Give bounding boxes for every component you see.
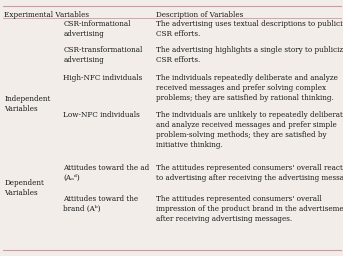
Text: The attitudes represented consumers' overall reaction
to advertising after recei: The attitudes represented consumers' ove… [156, 164, 343, 182]
Text: The advertising highlights a single story to publicize
CSR efforts.: The advertising highlights a single stor… [156, 46, 343, 64]
Text: Experimental Variables: Experimental Variables [4, 11, 89, 19]
Text: Dependent
Variables: Dependent Variables [4, 179, 44, 197]
Text: CSR-transformational
advertising: CSR-transformational advertising [63, 46, 143, 64]
Text: High-NFC individuals: High-NFC individuals [63, 74, 143, 82]
Text: The individuals are unlikely to repeatedly deliberate
and analyze received messa: The individuals are unlikely to repeated… [156, 111, 343, 149]
Text: Description of Variables: Description of Variables [156, 11, 243, 19]
Text: The individuals repeatedly deliberate and analyze
received messages and prefer s: The individuals repeatedly deliberate an… [156, 74, 338, 102]
Text: Low-NFC individuals: Low-NFC individuals [63, 111, 140, 119]
Text: The attitudes represented consumers' overall
impression of the product brand in : The attitudes represented consumers' ove… [156, 195, 343, 223]
Text: The advertising uses textual descriptions to publicize
CSR efforts.: The advertising uses textual description… [156, 20, 343, 38]
Text: Attitudes toward the
brand (Aᵇ): Attitudes toward the brand (Aᵇ) [63, 195, 139, 213]
Text: Attitudes toward the ad
(Aₐᵈ): Attitudes toward the ad (Aₐᵈ) [63, 164, 150, 182]
Text: Independent
Variables: Independent Variables [4, 95, 50, 113]
Text: CSR-informational
advertising: CSR-informational advertising [63, 20, 131, 38]
